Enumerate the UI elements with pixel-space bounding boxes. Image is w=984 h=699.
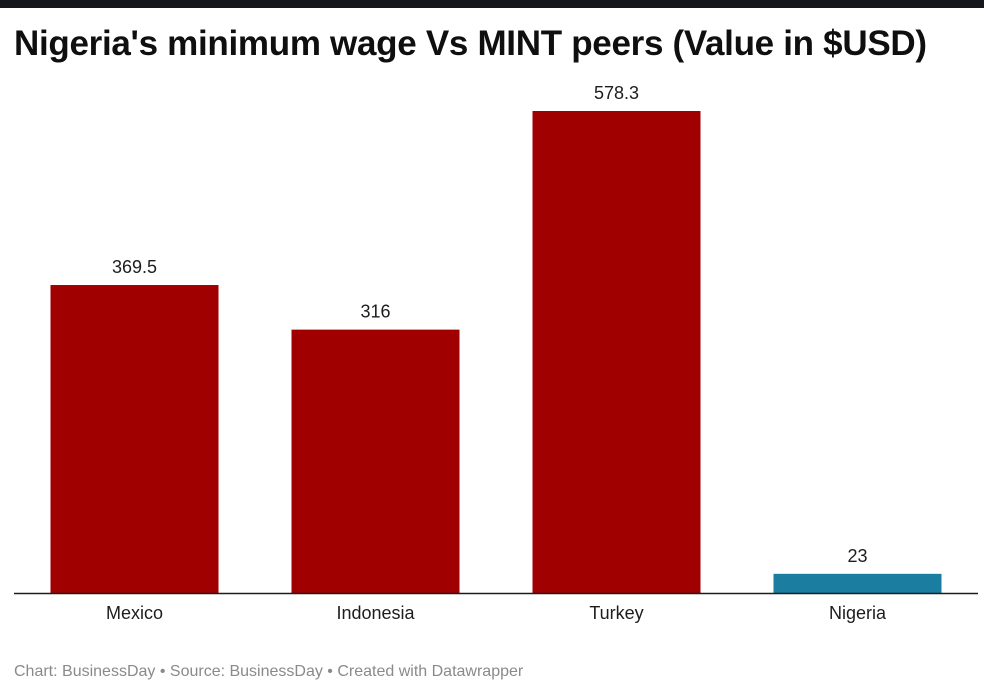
category-label-mexico: Mexico: [106, 603, 163, 623]
bar-chart: 369.5 Mexico 316 Indonesia 578.3 Turkey 23 Nige…: [14, 83, 978, 623]
footer-separator: •: [322, 663, 338, 680]
category-label-turkey: Turkey: [589, 603, 643, 623]
bars-group: [50, 111, 942, 593]
labels-group: 369.5 Mexico 316 Indonesia 578.3 Turkey 23 Nige…: [106, 83, 887, 623]
chart-title: Nigeria's minimum wage Vs MINT peers (Va…: [14, 24, 927, 63]
footer-separator: •: [155, 663, 170, 680]
bar-indonesia: [291, 329, 460, 593]
value-label-mexico: 369.5: [112, 257, 157, 277]
bar-nigeria: [773, 573, 942, 593]
chart-footer: Chart: BusinessDay • Source: BusinessDay…: [14, 663, 523, 681]
created-with-link[interactable]: Created with Datawrapper: [337, 663, 524, 680]
bar-turkey: [532, 111, 701, 593]
category-label-nigeria: Nigeria: [829, 603, 887, 623]
source-credit: Source: BusinessDay: [169, 663, 323, 680]
category-label-indonesia: Indonesia: [336, 603, 415, 623]
value-label-turkey: 578.3: [594, 83, 639, 103]
value-label-nigeria: 23: [847, 546, 867, 566]
chart-credit: Chart: BusinessDay: [14, 663, 156, 680]
bar-mexico: [50, 285, 219, 593]
value-label-indonesia: 316: [360, 302, 390, 322]
top-strip: [0, 0, 984, 8]
